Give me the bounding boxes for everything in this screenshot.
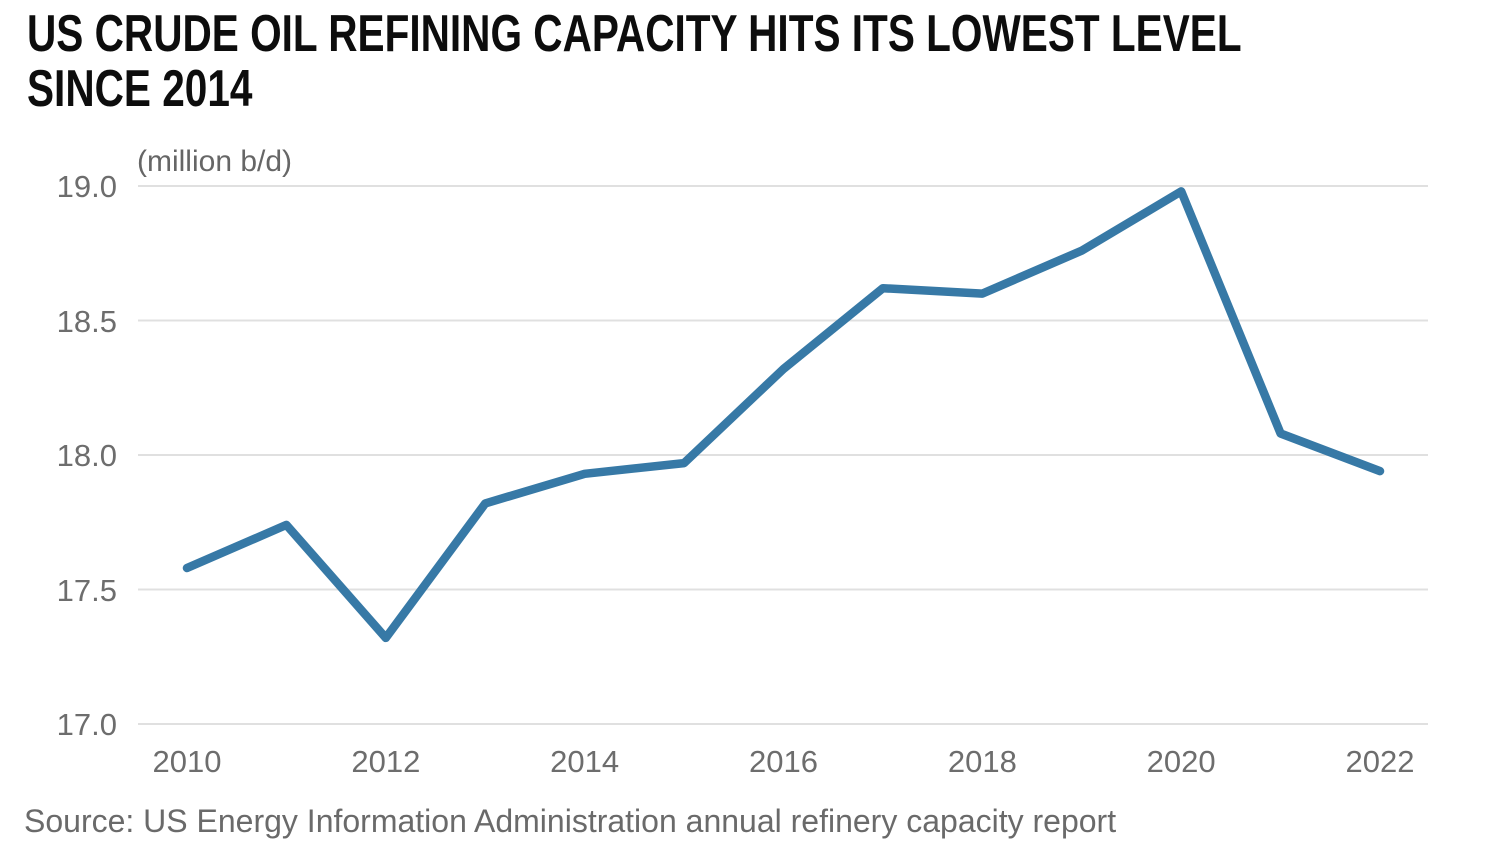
x-tick-label: 2010	[152, 744, 222, 779]
y-tick-label: 18.0	[56, 438, 117, 473]
chart-title-line-1: US CRUDE OIL REFINING CAPACITY HITS ITS …	[27, 5, 1242, 63]
x-tick-label: 2016	[749, 744, 818, 779]
x-tick-label: 2022	[1345, 744, 1415, 779]
capacity-line	[182, 187, 1385, 643]
y-tick-label: 18.5	[56, 303, 117, 339]
source-attribution: Source: US Energy Information Administra…	[24, 803, 1117, 839]
y-tick-label: 17.5	[56, 572, 117, 608]
chart-title-line-2: SINCE 2014	[27, 60, 253, 118]
y-tick-label: 19.0	[56, 169, 117, 204]
x-tick-label: 2014	[550, 744, 620, 779]
chart-title: US CRUDE OIL REFINING CAPACITY HITS ITS …	[27, 7, 1431, 117]
x-tick-label: 2012	[351, 744, 421, 779]
x-tick-label: 2018	[947, 744, 1017, 779]
y-axis-unit-label: (million b/d)	[137, 145, 293, 178]
x-tick-label: 2020	[1146, 744, 1216, 779]
y-tick-label: 17.0	[56, 707, 117, 742]
gridlines	[138, 185, 1428, 725]
